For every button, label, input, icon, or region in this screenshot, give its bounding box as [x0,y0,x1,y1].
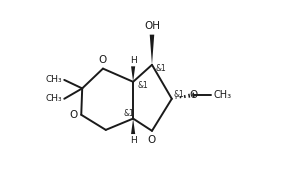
Text: &1: &1 [173,89,184,99]
Text: &1: &1 [124,109,134,118]
Text: O: O [99,55,107,65]
Polygon shape [131,66,135,82]
Polygon shape [150,35,154,65]
Text: O: O [148,135,156,145]
Text: H: H [130,56,137,65]
Text: CH₃: CH₃ [46,94,62,103]
Text: CH₃: CH₃ [214,90,232,100]
Text: H: H [130,135,137,145]
Text: O: O [69,110,77,120]
Text: OH: OH [144,21,160,31]
Text: CH₃: CH₃ [46,75,62,84]
Text: O: O [189,90,198,100]
Text: &1: &1 [155,64,166,74]
Text: &1: &1 [137,81,148,90]
Polygon shape [131,119,135,134]
